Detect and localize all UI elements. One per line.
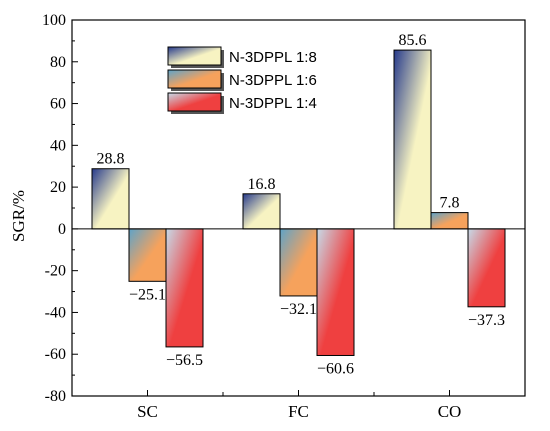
bar-n-3dppl-1-8-co [393,49,432,230]
data-label: 85.6 [399,32,427,49]
y-tick-label: 20 [50,179,66,196]
bar-n-3dppl-1-4-co [467,228,506,308]
data-label: −37.3 [468,312,505,329]
bar-n-3dppl-1-8-fc [242,193,281,230]
x-tick-label: CO [438,402,462,421]
data-label: −56.5 [166,352,203,369]
y-tick-label: -80 [45,388,66,405]
y-tick-label: 0 [58,221,66,238]
bar-n-3dppl-1-6-sc [128,228,167,282]
legend-label: N-3DPPL 1:8 [229,49,317,66]
y-tick-label: 60 [50,96,66,113]
data-label: −60.6 [317,360,354,377]
bar-n-3dppl-1-6-fc [279,228,318,297]
bar-n-3dppl-1-6-co [430,212,469,230]
bar-n-3dppl-1-4-sc [165,228,204,348]
x-tick-label: SC [137,402,158,421]
data-label: 16.8 [248,176,276,193]
y-tick-label: -20 [45,263,66,280]
y-tick-label: 100 [42,12,66,29]
data-label: −32.1 [280,301,317,318]
bar-n-3dppl-1-8-sc [91,168,130,230]
y-tick-label: 80 [50,54,66,71]
data-label: −25.1 [129,286,166,303]
data-label: 28.8 [97,151,125,168]
bar-n-3dppl-1-4-fc [316,228,355,356]
legend-swatch [167,69,222,89]
y-tick-label: -40 [45,304,66,321]
legend-swatch [167,46,222,66]
data-label: 7.8 [440,195,460,212]
legend-swatch [167,92,222,112]
y-tick-label: 40 [50,137,66,154]
y-tick-label: -60 [45,346,66,363]
y-axis-label: SGR/% [9,190,28,242]
legend: N-3DPPL 1:8 N-3DPPL 1:6 N-3DPPL 1:4 [167,46,317,114]
legend-label: N-3DPPL 1:4 [229,95,317,112]
x-tick-label: FC [288,402,309,421]
legend-label: N-3DPPL 1:6 [229,72,317,89]
